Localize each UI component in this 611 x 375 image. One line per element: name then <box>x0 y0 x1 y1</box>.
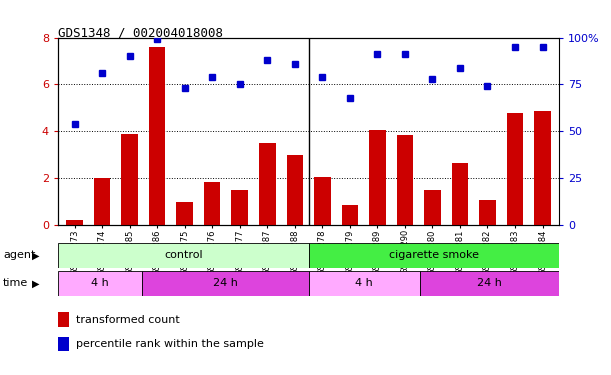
Text: control: control <box>164 251 203 260</box>
Bar <box>149 47 166 225</box>
Bar <box>58 337 69 351</box>
Text: 24 h: 24 h <box>213 279 238 288</box>
Text: agent: agent <box>3 251 35 260</box>
Bar <box>534 111 551 225</box>
Bar <box>507 112 523 225</box>
Bar <box>420 271 559 296</box>
Text: time: time <box>3 279 28 288</box>
Bar <box>58 312 69 327</box>
Bar <box>204 182 221 225</box>
Bar <box>309 271 420 296</box>
Text: percentile rank within the sample: percentile rank within the sample <box>76 339 263 349</box>
Bar <box>479 200 496 225</box>
Bar <box>142 271 309 296</box>
Bar <box>94 178 111 225</box>
Bar <box>58 271 142 296</box>
Bar <box>122 134 138 225</box>
Bar <box>342 205 358 225</box>
Text: 4 h: 4 h <box>356 279 373 288</box>
Bar <box>232 190 248 225</box>
Bar <box>259 143 276 225</box>
Text: transformed count: transformed count <box>76 315 180 325</box>
Text: cigarette smoke: cigarette smoke <box>389 251 479 260</box>
Bar <box>452 163 468 225</box>
Bar <box>397 135 413 225</box>
Text: GDS1348 / 002004018008: GDS1348 / 002004018008 <box>58 26 223 39</box>
Bar <box>287 155 303 225</box>
Text: ▶: ▶ <box>32 279 39 288</box>
Text: 4 h: 4 h <box>91 279 109 288</box>
Text: ▶: ▶ <box>32 251 39 260</box>
Bar <box>67 220 83 225</box>
Bar <box>314 177 331 225</box>
Bar <box>369 130 386 225</box>
Bar <box>309 243 559 268</box>
Bar <box>58 243 309 268</box>
Bar <box>177 202 193 225</box>
Bar <box>424 190 441 225</box>
Text: 24 h: 24 h <box>477 279 502 288</box>
